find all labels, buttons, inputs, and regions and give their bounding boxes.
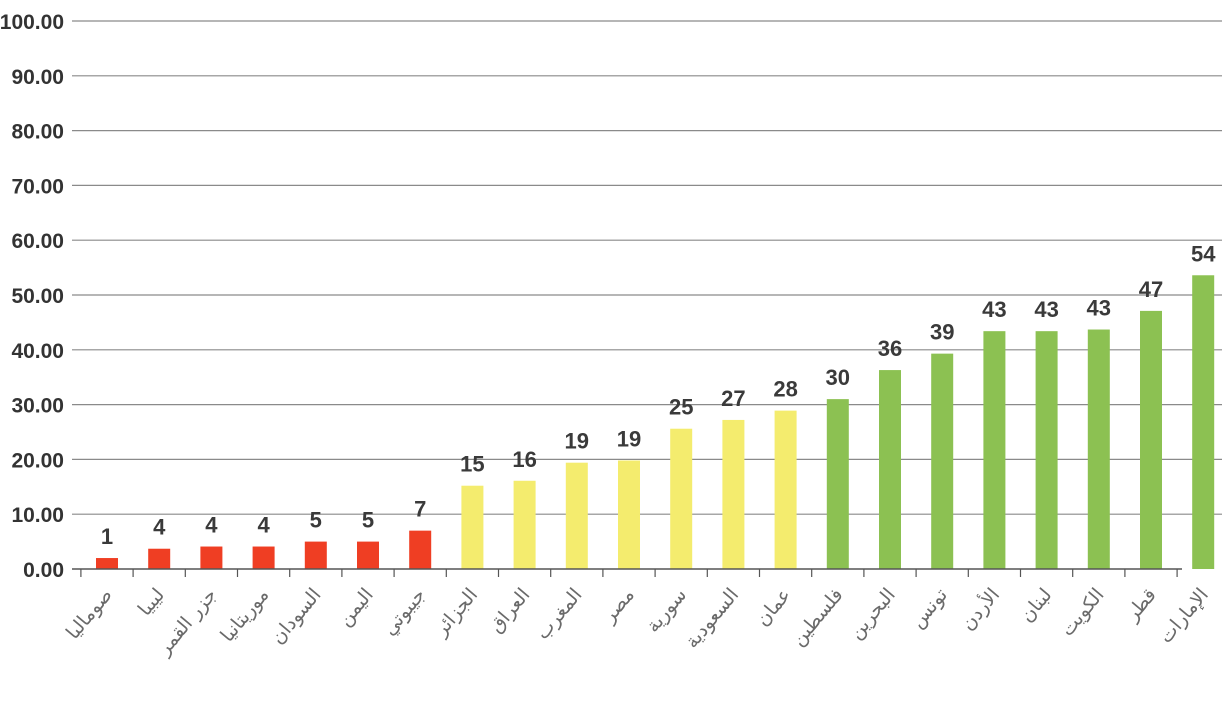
bar <box>931 353 954 569</box>
y-tick-label: 100.00 <box>0 11 64 34</box>
bar <box>409 530 432 569</box>
category-label: مصر <box>597 584 638 627</box>
data-label: 5 <box>362 508 374 533</box>
data-label: 16 <box>512 447 536 472</box>
bar <box>96 558 118 569</box>
category-label: السودان <box>267 584 326 648</box>
data-label: 19 <box>565 429 589 454</box>
category-label: السعودية <box>681 584 743 652</box>
category-label: جيبوتي <box>378 584 430 640</box>
y-tick-label: 50.00 <box>11 285 64 308</box>
bar <box>1140 310 1162 569</box>
category-label: موريتانيا <box>216 584 273 646</box>
bar <box>513 480 536 569</box>
bar <box>565 462 588 569</box>
bar <box>304 541 327 569</box>
x-axis <box>72 568 1182 577</box>
bar <box>357 541 379 569</box>
category-label: سورية <box>642 584 691 637</box>
gridlines <box>72 20 1222 515</box>
category-label: اليمن <box>334 584 378 631</box>
category-label: المغرب <box>531 584 586 644</box>
bar <box>461 485 484 569</box>
bar <box>670 428 693 569</box>
category-label: الكويت <box>1056 584 1108 641</box>
bar <box>983 331 1006 569</box>
data-label: 5 <box>310 508 322 533</box>
y-axis-tick-labels: 0.00 10.00 20.00 30.00 40.00 50.00 60.00 70.00 8… <box>0 11 64 582</box>
y-tick-label: 0.00 <box>23 559 64 582</box>
data-label: 15 <box>460 452 484 477</box>
bar <box>200 546 223 569</box>
data-label: 43 <box>982 297 1006 322</box>
category-label: الجزائر <box>429 584 482 641</box>
y-tick-label: 80.00 <box>11 121 64 144</box>
bar <box>722 419 745 569</box>
bars <box>96 275 1215 569</box>
y-tick-label: 30.00 <box>11 395 64 418</box>
data-label: 4 <box>205 513 218 538</box>
bar <box>1035 331 1058 569</box>
data-label: 28 <box>773 377 797 402</box>
data-label: 47 <box>1139 277 1163 302</box>
data-label: 27 <box>721 386 745 411</box>
bar <box>774 410 797 569</box>
category-label: صوماليا <box>62 584 117 644</box>
category-label: الإمارات <box>1155 584 1213 647</box>
data-label: 25 <box>669 395 693 420</box>
y-tick-label: 90.00 <box>11 66 64 89</box>
data-label: 30 <box>826 365 850 390</box>
data-label: 43 <box>1034 297 1058 322</box>
bar <box>826 399 849 569</box>
category-label: فلسطين <box>787 584 848 650</box>
category-label: عمان <box>752 584 796 630</box>
data-label: 54 <box>1191 241 1216 266</box>
category-label: قطر <box>1121 584 1161 626</box>
category-label: ليبيا <box>134 584 169 620</box>
bar <box>1192 275 1215 569</box>
y-tick-label: 70.00 <box>11 175 64 198</box>
data-label: 36 <box>878 336 902 361</box>
category-label: لبنان <box>1016 584 1057 626</box>
bar <box>252 546 275 569</box>
bar <box>618 460 640 569</box>
category-label: البحرين <box>845 584 900 644</box>
data-label: 43 <box>1087 296 1111 321</box>
data-label: 4 <box>153 515 166 540</box>
y-tick-label: 20.00 <box>11 449 64 472</box>
y-tick-label: 10.00 <box>11 504 64 527</box>
value-labels: 1 4 4 4 5 5 7 15 16 19 19 25 27 28 30 36 39 43 43 43 47 54 <box>101 241 1216 549</box>
data-label: 4 <box>257 513 270 538</box>
y-tick-label: 60.00 <box>11 230 64 253</box>
bar <box>1087 329 1110 569</box>
data-label: 1 <box>101 524 113 549</box>
category-label: الأردن <box>956 583 1004 634</box>
category-label: العراق <box>485 584 534 637</box>
bar <box>879 370 901 569</box>
y-tick-label: 40.00 <box>11 340 64 363</box>
data-label: 19 <box>617 426 641 451</box>
bar <box>148 548 171 569</box>
data-label: 7 <box>414 497 426 522</box>
category-label: تونس <box>906 584 952 632</box>
data-label: 39 <box>930 320 954 345</box>
